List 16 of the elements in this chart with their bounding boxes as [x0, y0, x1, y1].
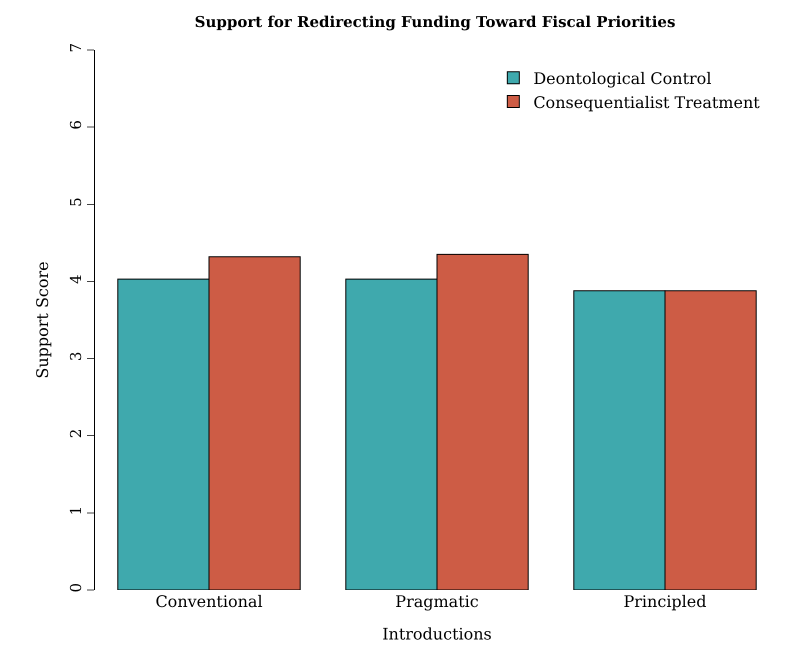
- x-tick-label: Pragmatic: [395, 592, 479, 611]
- legend-label: Consequentialist Treatment: [533, 92, 760, 112]
- chart-title: Support for Redirecting Funding Toward Fiscal Priorities: [194, 13, 676, 32]
- y-tick-label: 4: [67, 274, 85, 284]
- y-tick-label: 6: [67, 120, 85, 130]
- x-tick-label: Conventional: [155, 592, 263, 611]
- x-tick-label: Principled: [624, 592, 706, 611]
- x-axis-title: Introductions: [382, 624, 492, 644]
- y-tick-label: 5: [67, 197, 85, 207]
- y-tick-label: 3: [67, 352, 85, 362]
- y-axis-title: Support Score: [32, 261, 52, 379]
- y-tick-label: 7: [67, 42, 85, 53]
- y-tick-label: 2: [67, 428, 85, 438]
- y-tick-label: 1: [67, 506, 85, 516]
- legend-label: Deontological Control: [533, 68, 712, 88]
- y-tick-label: 0: [67, 582, 85, 593]
